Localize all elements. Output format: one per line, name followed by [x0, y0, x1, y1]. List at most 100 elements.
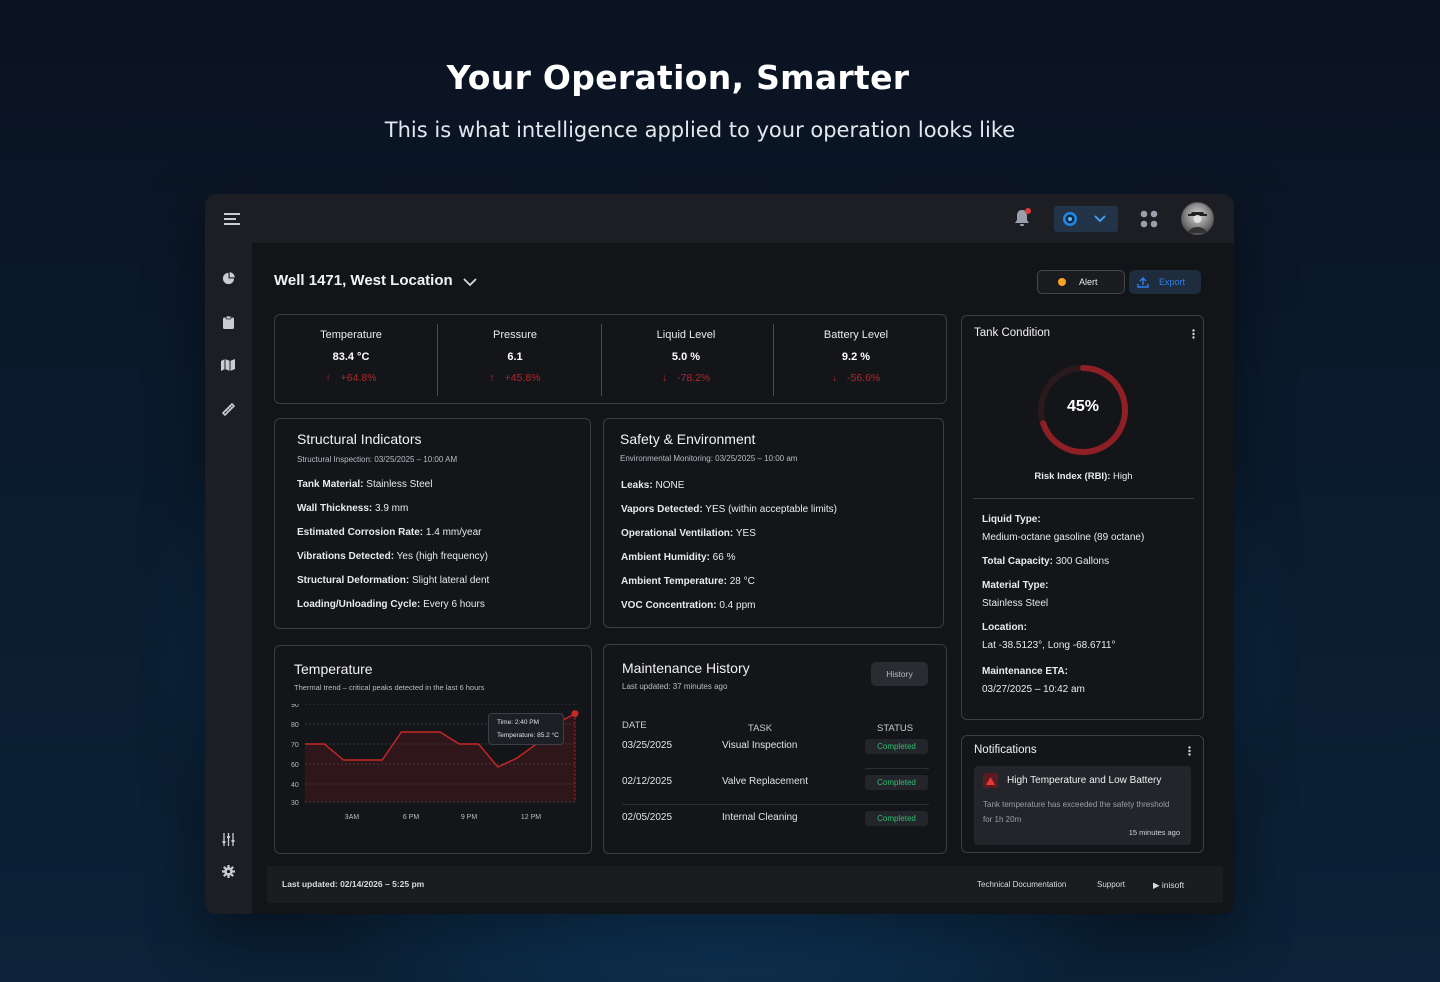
risk-gauge: [1038, 365, 1128, 455]
top-bar: [205, 194, 1234, 243]
safety-row: VOC Concentration: 0.4 ppm: [621, 600, 755, 611]
structural-row: Loading/Unloading Cycle: Every 6 hours: [297, 599, 485, 610]
metric-change: ↓ -78.2%: [626, 372, 746, 384]
structural-row: Wall Thickness: 3.9 mm: [297, 503, 408, 514]
avatar[interactable]: [1181, 202, 1214, 235]
hero-title: Your Operation, Smarter: [446, 58, 910, 97]
globe-selector[interactable]: [1054, 206, 1118, 232]
maintenance-task: Internal Cleaning: [722, 812, 798, 823]
map-icon[interactable]: [219, 356, 237, 374]
structural-row: Tank Material: Stainless Steel: [297, 479, 432, 490]
grid-icon[interactable]: [1137, 207, 1161, 231]
notifications-title: Notifications: [974, 744, 1037, 756]
safety-row: Operational Ventilation: YES: [621, 528, 756, 539]
divider: [865, 768, 929, 769]
y-tick-label: 90: [291, 704, 299, 709]
metric-label: Pressure: [492, 329, 538, 341]
maintenance-task: Visual Inspection: [722, 740, 798, 751]
app-window: Well 1471, West Location Alert Export Te…: [205, 194, 1234, 914]
clipboard-icon[interactable]: [219, 313, 237, 331]
structural-subtitle: Structural Inspection: 03/25/2025 – 10:0…: [297, 455, 458, 464]
footer-last-updated: Last updated: 02/14/2026 – 5:25 pm: [282, 879, 425, 889]
metric-change-value: -56.6%: [846, 372, 881, 384]
chevron-down-icon: [1092, 211, 1108, 227]
risk-value: High: [1110, 471, 1133, 482]
notification-item[interactable]: High Temperature and Low Battery Tank te…: [974, 766, 1191, 845]
ruler-icon[interactable]: [219, 400, 237, 418]
x-tick-label: 6 PM: [403, 814, 420, 821]
footer: Last updated: 02/14/2026 – 5:25 pm Techn…: [267, 866, 1223, 903]
temperature-chart: 90 80 70 60 40 30 3AM 6 PM 9 PM 12 PM: [291, 704, 579, 821]
hamburger-icon[interactable]: [222, 209, 242, 229]
upload-icon: [1137, 276, 1149, 288]
pie-chart-icon[interactable]: [219, 269, 237, 287]
structural-row: Structural Deformation: Slight lateral d…: [297, 575, 489, 586]
y-tick-label: 60: [291, 762, 299, 769]
col-date: DATE: [622, 720, 647, 731]
divider: [622, 804, 929, 805]
metric-change-value: -78.2%: [676, 372, 711, 384]
arrow-up-icon: ↑: [325, 372, 331, 384]
export-button[interactable]: Export: [1129, 270, 1201, 294]
row-key: Loading/Unloading Cycle:: [297, 599, 421, 610]
chart-subtitle: Thermal trend – critical peaks detected …: [294, 683, 485, 692]
row-value: Slight lateral dent: [409, 575, 490, 586]
capacity-value: 300 Gallons: [1052, 556, 1110, 567]
area-fill: [305, 713, 575, 802]
metric-label: Battery Level: [823, 329, 889, 341]
arrow-down-icon: ↓: [661, 372, 667, 384]
technical-docs-link[interactable]: Technical Documentation: [977, 880, 1067, 889]
safety-title: Safety & Environment: [620, 431, 756, 447]
maintenance-panel: Maintenance History Last updated: 37 min…: [603, 644, 947, 854]
row-key: VOC Concentration:: [621, 600, 717, 611]
support-link[interactable]: Support: [1097, 880, 1126, 889]
risk-key: Risk Index (RBI):: [1034, 471, 1111, 482]
alert-dot-icon: [1058, 278, 1066, 286]
more-icon[interactable]: [1184, 744, 1194, 758]
metric-change: ↑ +64.8%: [291, 372, 411, 384]
globe-icon: [1061, 210, 1079, 228]
safety-row: Leaks: NONE: [621, 480, 684, 491]
notification-title: High Temperature and Low Battery: [1007, 775, 1162, 786]
liquid-type-key: Liquid Type:: [982, 514, 1041, 525]
tank-title: Tank Condition: [974, 327, 1051, 339]
row-value: YES (within acceptable limits): [702, 504, 838, 515]
brand-logo: ▶ inisoft: [1153, 880, 1185, 890]
risk-percent: 45%: [1066, 398, 1100, 415]
bell-icon[interactable]: [1011, 206, 1033, 230]
x-tick-label: 12 PM: [521, 814, 541, 821]
sliders-icon[interactable]: [219, 830, 237, 848]
safety-subtitle: Environmental Monitoring: 03/25/2025 – 1…: [620, 454, 798, 463]
more-icon[interactable]: [1188, 327, 1198, 341]
divider: [973, 498, 1194, 499]
arrow-down-icon: ↓: [831, 372, 837, 384]
row-key: Ambient Humidity:: [621, 552, 710, 563]
metric-label: Temperature: [320, 329, 382, 341]
alert-label: Alert: [1079, 277, 1098, 287]
safety-panel: Safety & Environment Environmental Monit…: [603, 418, 944, 628]
row-value: 0.4 ppm: [716, 600, 756, 611]
row-value: Every 6 hours: [420, 599, 485, 610]
history-button[interactable]: History: [871, 662, 928, 686]
tank-panel: Tank Condition 45% Risk Index (RBI): Hig…: [961, 315, 1204, 720]
liquid-type-value: Medium-octane gasoline (89 octane): [982, 532, 1145, 543]
row-value: 3.9 mm: [372, 503, 409, 514]
structural-row: Vibrations Detected: Yes (high frequency…: [297, 551, 488, 562]
row-key: Wall Thickness:: [297, 503, 373, 514]
chart-tooltip: Time: 2:40 PM Temperature: 85.2 °C: [488, 713, 564, 745]
risk-index: Risk Index (RBI): High: [962, 471, 1205, 482]
metric-change: ↑ +45.8%: [455, 372, 575, 384]
row-key: Vapors Detected:: [621, 504, 703, 515]
gear-icon[interactable]: [219, 862, 237, 880]
row-key: Ambient Temperature:: [621, 576, 727, 587]
export-label: Export: [1159, 277, 1186, 287]
y-tick-label: 30: [291, 800, 299, 807]
x-tick-label: 9 PM: [461, 814, 478, 821]
col-task: TASK: [748, 723, 773, 734]
location-title: Well 1471, West Location: [274, 272, 453, 289]
maintenance-subtitle: Last updated: 37 minutes ago: [622, 682, 728, 691]
chevron-down-icon[interactable]: [461, 274, 479, 290]
data-point[interactable]: [571, 710, 579, 718]
row-key: Structural Deformation:: [297, 575, 410, 586]
alert-button[interactable]: Alert: [1037, 270, 1125, 294]
